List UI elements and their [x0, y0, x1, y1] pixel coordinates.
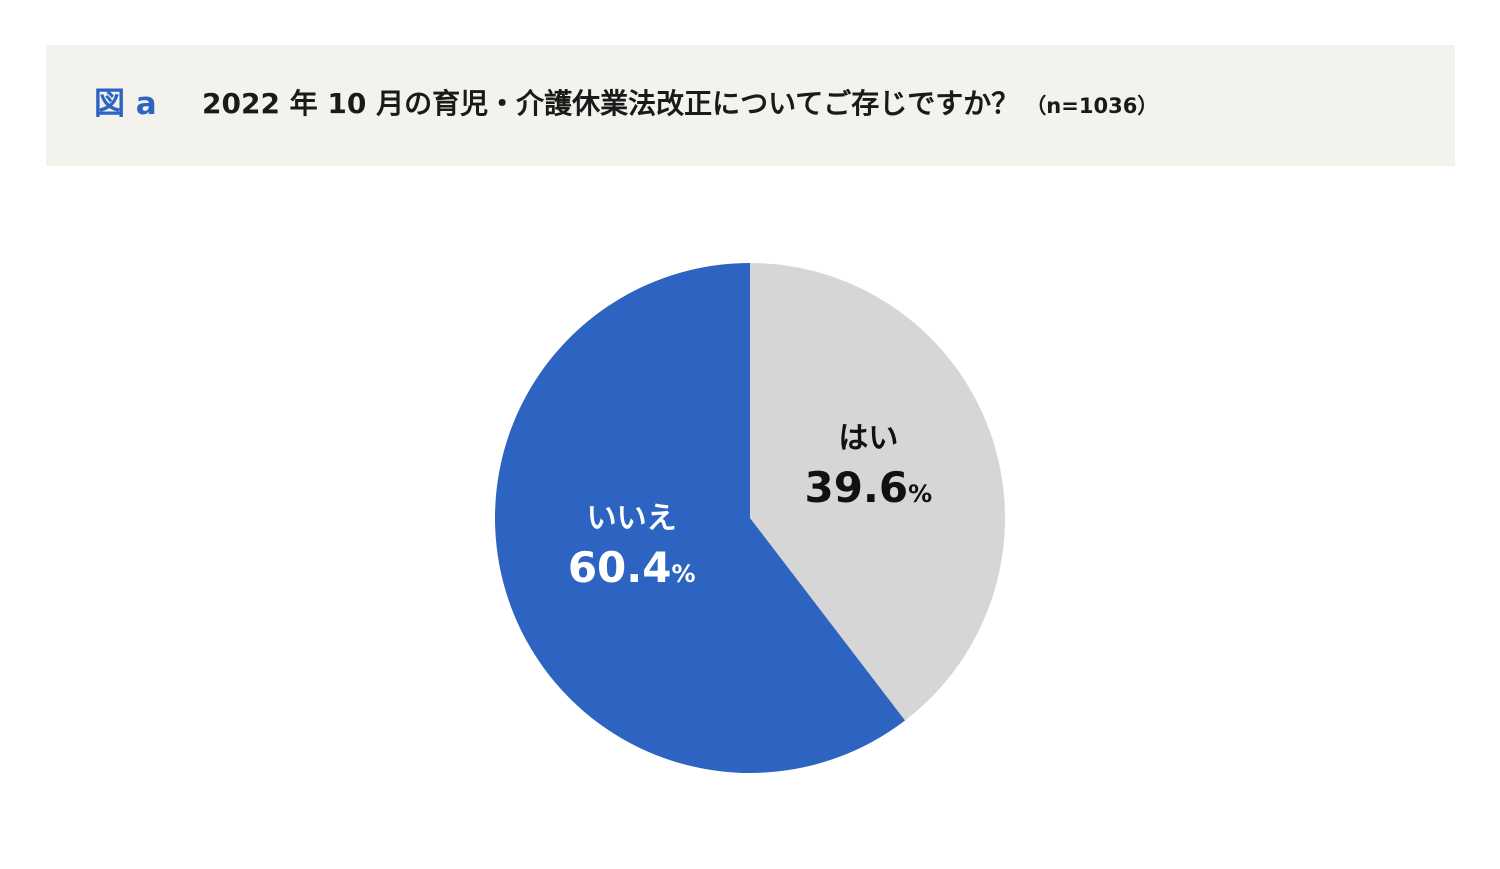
figure-label: 図 a: [94, 86, 157, 122]
pie-slice-yes: [750, 263, 1005, 721]
pie-slice-no: [495, 263, 906, 773]
title-band: [46, 45, 1455, 166]
sample-size: （n=1036）: [1025, 94, 1159, 118]
chart-title-text: 2022 年 10 月の育児・介護休業法改正についてご存じですか？: [202, 87, 1020, 120]
chart-title: 2022 年 10 月の育児・介護休業法改正についてご存じですか？ （n=1036…: [202, 82, 1158, 130]
slice-value-no: 60.4%: [568, 543, 696, 592]
slice-label-no: いいえ: [587, 501, 677, 536]
slice-label-yes: はい: [838, 421, 898, 456]
slice-value-yes: 39.6%: [804, 463, 932, 512]
